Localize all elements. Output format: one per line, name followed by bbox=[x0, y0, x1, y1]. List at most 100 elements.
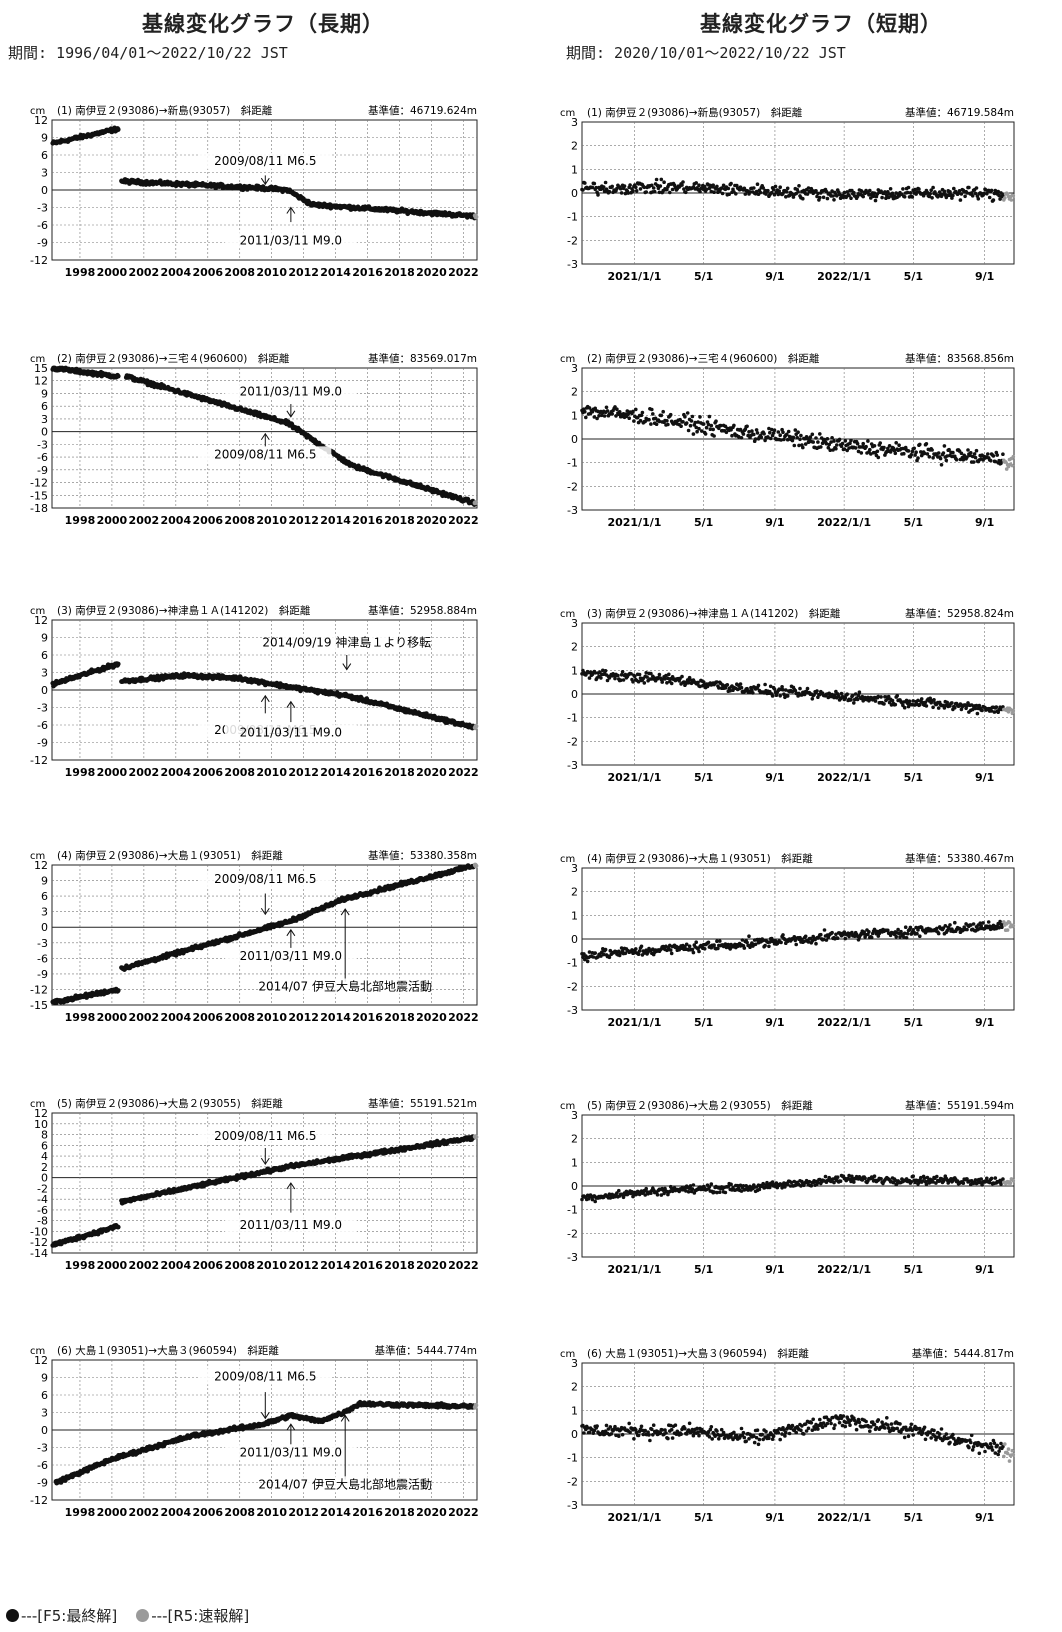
long-chart-1-xtick-label: 2002 bbox=[129, 266, 160, 279]
long-chart-4-xtick-label: 2006 bbox=[192, 1011, 223, 1024]
long-chart-3-reference: 基準値：52958.884m bbox=[368, 604, 477, 617]
short-chart-2-point bbox=[712, 434, 716, 438]
short-chart-3-title: (3) 南伊豆２(93086)→神津島１Ａ(141202) 斜距離 bbox=[587, 607, 841, 620]
long-chart-1-annotation-label: 2011/03/11 M9.0 bbox=[240, 233, 342, 247]
short-chart-2-point bbox=[690, 414, 695, 419]
short-chart-2-point bbox=[931, 456, 935, 460]
short-chart-1-xtick-label: 5/1 bbox=[904, 270, 923, 283]
long-chart-4-xtick-label: 2020 bbox=[416, 1011, 447, 1024]
short-chart-2-point bbox=[640, 410, 645, 415]
short-chart-2-point bbox=[688, 423, 693, 428]
long-chart-1-xtick-label: 2020 bbox=[416, 266, 447, 279]
short-chart-1-point bbox=[908, 191, 913, 195]
long-chart-2-xtick-label: 2000 bbox=[97, 514, 128, 527]
short-chart-2-point bbox=[1001, 452, 1005, 457]
long-chart-1-ytick-label: 12 bbox=[34, 114, 48, 127]
long-chart-2-xtick-label: 1998 bbox=[65, 514, 96, 527]
long-chart-4-title: (4) 南伊豆２(93086)→大島１(93051) 斜距離 bbox=[57, 849, 283, 862]
short-chart-1-point bbox=[755, 182, 760, 186]
long-chart-4-annotation-arrowhead bbox=[286, 928, 296, 937]
long-chart-5-xtick-label: 2002 bbox=[129, 1259, 160, 1272]
short-chart-2-point bbox=[615, 407, 619, 412]
long-chart-5-ytick-label: -14 bbox=[30, 1247, 48, 1260]
short-chart-1-point bbox=[849, 196, 853, 200]
short-chart-1-point bbox=[634, 185, 638, 190]
short-chart-2-point bbox=[650, 407, 654, 412]
short-chart-2-point bbox=[974, 448, 979, 453]
long-chart-6-annotation-label: 2011/03/11 M9.0 bbox=[240, 1445, 342, 1459]
short-chart-2-point bbox=[819, 445, 823, 449]
short-chart-1-point bbox=[821, 195, 826, 200]
long-chart-4-annotation-label: 2011/03/11 M9.0 bbox=[240, 949, 342, 963]
short-chart-2-point bbox=[930, 448, 934, 452]
short-chart-1-point bbox=[974, 186, 979, 190]
short-chart-2-point bbox=[778, 433, 782, 438]
long-chart-1-xtick-label: 2022 bbox=[448, 266, 479, 279]
long-chart-4-ytick-label: -9 bbox=[37, 968, 48, 981]
long-chart-6-xtick-label: 1998 bbox=[65, 1506, 96, 1519]
short-chart-3-point bbox=[680, 674, 684, 679]
long-chart-2-ytick-label: -15 bbox=[30, 489, 48, 502]
long-chart-5-xtick-label: 1998 bbox=[65, 1259, 96, 1272]
short-chart-2-point bbox=[801, 445, 805, 450]
long-chart-5-ytick-label: -6 bbox=[37, 1204, 48, 1217]
short-chart-2-point bbox=[1010, 463, 1015, 468]
short-chart-2-xtick-label: 5/1 bbox=[904, 516, 923, 529]
short-chart-1-point bbox=[752, 186, 756, 190]
long-chart-5-ytick-label: 2 bbox=[41, 1161, 48, 1174]
long-chart-2-xtick-label: 2022 bbox=[448, 514, 479, 527]
short-chart-1-point bbox=[658, 184, 663, 188]
short-chart-1-point bbox=[773, 184, 778, 189]
short-chart-1-xtick-label: 2022/1/1 bbox=[817, 270, 871, 283]
short-chart-1-xtick-label: 9/1 bbox=[975, 270, 994, 283]
short-chart-2-point bbox=[776, 430, 781, 434]
long-chart-3-xtick-label: 2002 bbox=[129, 766, 160, 779]
long-chart-5-ytick-label: 6 bbox=[41, 1139, 48, 1152]
long-chart-4-annotation-bg bbox=[199, 871, 332, 888]
long-chart-3-point bbox=[115, 661, 121, 667]
short-chart-2-point bbox=[584, 415, 588, 420]
long-chart-4-unit: cm bbox=[30, 851, 45, 862]
short-chart-2-point bbox=[912, 446, 916, 451]
long-chart-4-ytick-label: 6 bbox=[41, 890, 48, 903]
short-chart-2-point bbox=[703, 432, 708, 436]
short-chart-2-point bbox=[849, 438, 853, 443]
long-chart-1-annotation-arrowhead bbox=[260, 177, 270, 186]
short-chart-2-point bbox=[755, 431, 760, 435]
long-chart-6-xtick-label: 2000 bbox=[97, 1506, 128, 1519]
short-chart-2-point bbox=[685, 411, 690, 415]
short-chart-2-point bbox=[875, 449, 880, 454]
long-chart-2-annotation-label: 2009/08/11 M6.5 bbox=[214, 447, 316, 461]
short-chart-2-point bbox=[684, 421, 689, 425]
long-chart-3-xtick-label: 2008 bbox=[224, 766, 255, 779]
short-chart-2-point bbox=[686, 428, 691, 433]
short-chart-2-point bbox=[995, 453, 999, 457]
long-chart-6-annotation-label: 2009/08/11 M6.5 bbox=[214, 1369, 316, 1383]
short-chart-1-point bbox=[785, 186, 790, 191]
long-chart-2-ytick-label: 3 bbox=[41, 413, 48, 426]
long-chart-6-title: (6) 大島１(93051)→大島３(960594) 斜距離 bbox=[57, 1344, 279, 1357]
short-chart-2-point bbox=[790, 438, 795, 443]
short-chart-2-point bbox=[647, 417, 651, 422]
long-chart-6-xtick-label: 2004 bbox=[161, 1506, 192, 1519]
short-chart-2-point bbox=[798, 437, 802, 442]
short-chart-1-point bbox=[902, 195, 907, 199]
short-chart-1-ytick-label: 2 bbox=[571, 140, 578, 153]
short-chart-2-point bbox=[909, 453, 914, 457]
short-chart-2-point bbox=[969, 451, 973, 455]
short-chart-2-point bbox=[665, 419, 669, 423]
short-chart-2-point bbox=[632, 419, 636, 423]
short-chart-1-point bbox=[601, 185, 606, 189]
long-chart-6-xtick-label: 2020 bbox=[416, 1506, 447, 1519]
long-chart-5-xtick-label: 2008 bbox=[224, 1259, 255, 1272]
short-chart-2-point bbox=[698, 415, 702, 419]
long-chart-6-annotation-label: 2014/07 伊豆大島北部地震活動 bbox=[258, 1476, 432, 1491]
long-chart-2-xtick-label: 2010 bbox=[256, 514, 287, 527]
short-chart-3-ytick-label: -1 bbox=[567, 712, 578, 725]
long-chart-6-xtick-label: 2010 bbox=[256, 1506, 287, 1519]
long-chart-1-ytick-label: 3 bbox=[41, 167, 48, 180]
long-chart-4-ytick-label: 12 bbox=[34, 859, 48, 872]
long-chart-5-annotation-arrowhead bbox=[260, 1157, 270, 1166]
short-chart-2-point bbox=[1011, 454, 1016, 459]
short-chart-2-point bbox=[792, 443, 797, 448]
